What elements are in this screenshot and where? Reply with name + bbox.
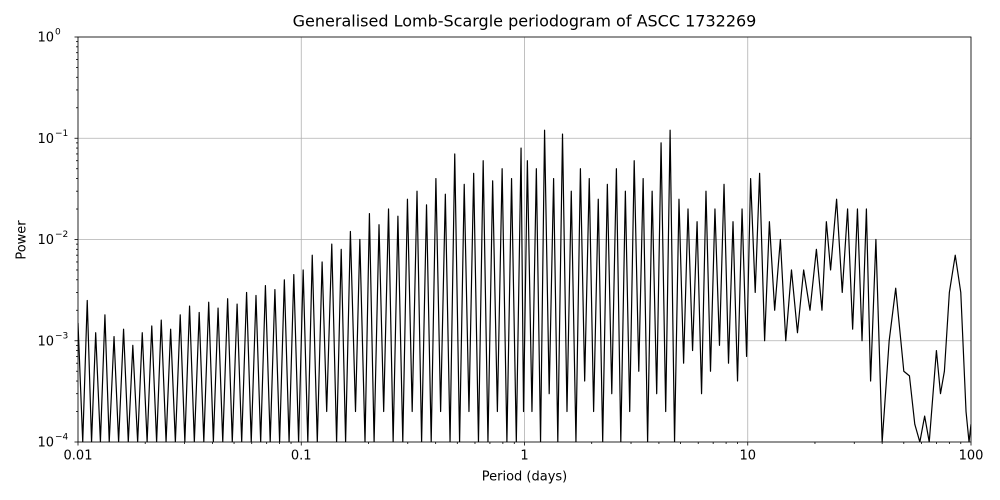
y-axis-label: Power bbox=[15, 220, 30, 260]
x-tick-label: 100 bbox=[959, 449, 984, 464]
y-tick-exponent: −1 bbox=[55, 129, 68, 139]
x-tick-label: 0.01 bbox=[64, 449, 93, 464]
x-tick-label: 1 bbox=[520, 449, 528, 464]
x-tick-label: 10 bbox=[739, 449, 756, 464]
plot-frame bbox=[77, 36, 972, 443]
y-tick-exponent: −2 bbox=[55, 230, 68, 240]
y-tick-exponent: 0 bbox=[55, 28, 61, 38]
y-tick-exponent: −3 bbox=[55, 331, 68, 341]
chart-title: Generalised Lomb-Scargle periodogram of … bbox=[293, 12, 757, 31]
y-tick-label: 10 bbox=[37, 334, 54, 349]
x-axis-label: Period (days) bbox=[482, 470, 568, 485]
periodogram-line bbox=[78, 129, 971, 442]
y-tick-label: 10 bbox=[37, 132, 54, 147]
y-tick-label: 10 bbox=[37, 233, 54, 248]
y-tick-label: 10 bbox=[37, 31, 54, 46]
y-tick-label: 10 bbox=[37, 436, 54, 451]
x-tick-label: 0.1 bbox=[291, 449, 312, 464]
y-tick-exponent: −4 bbox=[55, 433, 69, 443]
